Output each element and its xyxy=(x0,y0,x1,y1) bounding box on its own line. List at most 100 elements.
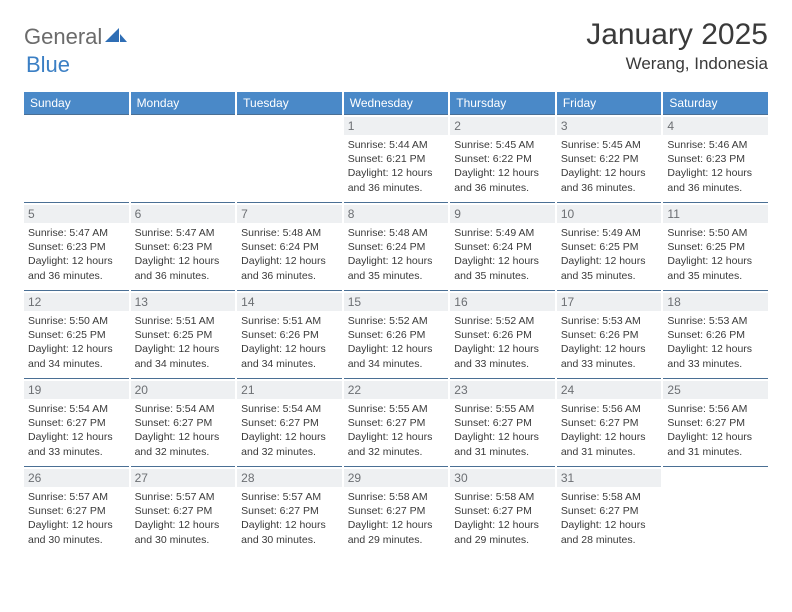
daylight-text: Daylight: 12 hours and 34 minutes. xyxy=(348,342,445,370)
sunset-text: Sunset: 6:23 PM xyxy=(28,240,125,254)
calendar-cell xyxy=(131,114,236,202)
sunrise-text: Sunrise: 5:47 AM xyxy=(28,226,125,240)
daylight-text: Daylight: 12 hours and 33 minutes. xyxy=(667,342,764,370)
day-info: Sunrise: 5:48 AMSunset: 6:24 PMDaylight:… xyxy=(348,226,445,283)
sunset-text: Sunset: 6:27 PM xyxy=(561,416,658,430)
day-info: Sunrise: 5:47 AMSunset: 6:23 PMDaylight:… xyxy=(28,226,125,283)
sunrise-text: Sunrise: 5:51 AM xyxy=(135,314,232,328)
day-info: Sunrise: 5:48 AMSunset: 6:24 PMDaylight:… xyxy=(241,226,338,283)
daylight-text: Daylight: 12 hours and 32 minutes. xyxy=(348,430,445,458)
daylight-text: Daylight: 12 hours and 32 minutes. xyxy=(241,430,338,458)
sunset-text: Sunset: 6:24 PM xyxy=(348,240,445,254)
day-info: Sunrise: 5:54 AMSunset: 6:27 PMDaylight:… xyxy=(135,402,232,459)
sunset-text: Sunset: 6:27 PM xyxy=(454,504,551,518)
month-title: January 2025 xyxy=(586,18,768,52)
sunrise-text: Sunrise: 5:49 AM xyxy=(561,226,658,240)
brand-word2: Blue xyxy=(26,52,70,77)
weekday-header: Friday xyxy=(557,92,662,114)
sunrise-text: Sunrise: 5:50 AM xyxy=(28,314,125,328)
day-info: Sunrise: 5:44 AMSunset: 6:21 PMDaylight:… xyxy=(348,138,445,195)
sunrise-text: Sunrise: 5:52 AM xyxy=(348,314,445,328)
sunset-text: Sunset: 6:21 PM xyxy=(348,152,445,166)
day-info: Sunrise: 5:57 AMSunset: 6:27 PMDaylight:… xyxy=(241,490,338,547)
sunset-text: Sunset: 6:27 PM xyxy=(135,504,232,518)
calendar-cell: 15Sunrise: 5:52 AMSunset: 6:26 PMDayligh… xyxy=(344,290,449,378)
daylight-text: Daylight: 12 hours and 29 minutes. xyxy=(454,518,551,546)
day-number: 3 xyxy=(557,117,662,135)
day-info: Sunrise: 5:56 AMSunset: 6:27 PMDaylight:… xyxy=(561,402,658,459)
daylight-text: Daylight: 12 hours and 30 minutes. xyxy=(241,518,338,546)
calendar-cell: 20Sunrise: 5:54 AMSunset: 6:27 PMDayligh… xyxy=(131,378,236,466)
sunrise-text: Sunrise: 5:58 AM xyxy=(454,490,551,504)
calendar-cell: 12Sunrise: 5:50 AMSunset: 6:25 PMDayligh… xyxy=(24,290,129,378)
sunrise-text: Sunrise: 5:52 AM xyxy=(454,314,551,328)
day-number: 6 xyxy=(131,205,236,223)
title-block: January 2025 Werang, Indonesia xyxy=(586,18,768,74)
sunset-text: Sunset: 6:23 PM xyxy=(667,152,764,166)
calendar-cell: 2 Sunrise: 5:45 AMSunset: 6:22 PMDaylight… xyxy=(450,114,555,202)
sunset-text: Sunset: 6:24 PM xyxy=(454,240,551,254)
day-info: Sunrise: 5:52 AMSunset: 6:26 PMDaylight:… xyxy=(348,314,445,371)
sunrise-text: Sunrise: 5:50 AM xyxy=(667,226,764,240)
day-number: 27 xyxy=(131,469,236,487)
calendar-cell: 19Sunrise: 5:54 AMSunset: 6:27 PMDayligh… xyxy=(24,378,129,466)
sunset-text: Sunset: 6:27 PM xyxy=(241,416,338,430)
calendar-cell: 1Sunrise: 5:44 AMSunset: 6:21 PMDaylight… xyxy=(344,114,449,202)
day-info: Sunrise: 5:58 AMSunset: 6:27 PMDaylight:… xyxy=(454,490,551,547)
daylight-text: Daylight: 12 hours and 36 minutes. xyxy=(348,166,445,194)
calendar-cell: 29Sunrise: 5:58 AMSunset: 6:27 PMDayligh… xyxy=(344,466,449,554)
sunset-text: Sunset: 6:27 PM xyxy=(561,504,658,518)
sunset-text: Sunset: 6:26 PM xyxy=(454,328,551,342)
sunset-text: Sunset: 6:27 PM xyxy=(454,416,551,430)
day-info: Sunrise: 5:47 AMSunset: 6:23 PMDaylight:… xyxy=(135,226,232,283)
day-number: 19 xyxy=(24,381,129,399)
daylight-text: Daylight: 12 hours and 33 minutes. xyxy=(28,430,125,458)
day-info: Sunrise: 5:58 AMSunset: 6:27 PMDaylight:… xyxy=(348,490,445,547)
daylight-text: Daylight: 12 hours and 36 minutes. xyxy=(28,254,125,282)
daylight-text: Daylight: 12 hours and 35 minutes. xyxy=(667,254,764,282)
daylight-text: Daylight: 12 hours and 33 minutes. xyxy=(561,342,658,370)
sunrise-text: Sunrise: 5:58 AM xyxy=(561,490,658,504)
daylight-text: Daylight: 12 hours and 33 minutes. xyxy=(454,342,551,370)
sunrise-text: Sunrise: 5:58 AM xyxy=(348,490,445,504)
sunrise-text: Sunrise: 5:53 AM xyxy=(561,314,658,328)
sunrise-text: Sunrise: 5:49 AM xyxy=(454,226,551,240)
sunset-text: Sunset: 6:22 PM xyxy=(454,152,551,166)
sunset-text: Sunset: 6:26 PM xyxy=(561,328,658,342)
day-info: Sunrise: 5:58 AMSunset: 6:27 PMDaylight:… xyxy=(561,490,658,547)
sunrise-text: Sunrise: 5:57 AM xyxy=(28,490,125,504)
day-number: 14 xyxy=(237,293,342,311)
day-number: 28 xyxy=(237,469,342,487)
calendar-cell: 17 Sunrise: 5:53 AMSunset: 6:26 PMDayligh… xyxy=(557,290,662,378)
sunrise-text: Sunrise: 5:45 AM xyxy=(454,138,551,152)
calendar-cell: 9Sunrise: 5:49 AMSunset: 6:24 PMDaylight… xyxy=(450,202,555,290)
daylight-text: Daylight: 12 hours and 34 minutes. xyxy=(135,342,232,370)
sail-icon xyxy=(105,27,127,48)
day-number: 11 xyxy=(663,205,768,223)
sunset-text: Sunset: 6:22 PM xyxy=(561,152,658,166)
daylight-text: Daylight: 12 hours and 36 minutes. xyxy=(561,166,658,194)
day-info: Sunrise: 5:57 AMSunset: 6:27 PMDaylight:… xyxy=(135,490,232,547)
day-info: Sunrise: 5:45 AMSunset: 6:22 PMDaylight:… xyxy=(454,138,551,195)
sunset-text: Sunset: 6:27 PM xyxy=(28,416,125,430)
day-number: 17 xyxy=(557,293,662,311)
calendar-cell: 16Sunrise: 5:52 AMSunset: 6:26 PMDayligh… xyxy=(450,290,555,378)
sunset-text: Sunset: 6:27 PM xyxy=(135,416,232,430)
weekday-header: Thursday xyxy=(450,92,555,114)
day-info: Sunrise: 5:50 AMSunset: 6:25 PMDaylight:… xyxy=(28,314,125,371)
sunrise-text: Sunrise: 5:56 AM xyxy=(561,402,658,416)
weekday-header: Sunday xyxy=(24,92,129,114)
day-number: 5 xyxy=(24,205,129,223)
brand-word1: General xyxy=(24,24,102,50)
day-number: 10 xyxy=(557,205,662,223)
sunrise-text: Sunrise: 5:54 AM xyxy=(241,402,338,416)
day-number: 2 xyxy=(450,117,555,135)
weekday-header: Monday xyxy=(131,92,236,114)
calendar-cell: 26Sunrise: 5:57 AMSunset: 6:27 PMDayligh… xyxy=(24,466,129,554)
day-number: 9 xyxy=(450,205,555,223)
sunset-text: Sunset: 6:25 PM xyxy=(561,240,658,254)
daylight-text: Daylight: 12 hours and 31 minutes. xyxy=(561,430,658,458)
day-number: 4 xyxy=(663,117,768,135)
sunset-text: Sunset: 6:24 PM xyxy=(241,240,338,254)
sunset-text: Sunset: 6:27 PM xyxy=(28,504,125,518)
